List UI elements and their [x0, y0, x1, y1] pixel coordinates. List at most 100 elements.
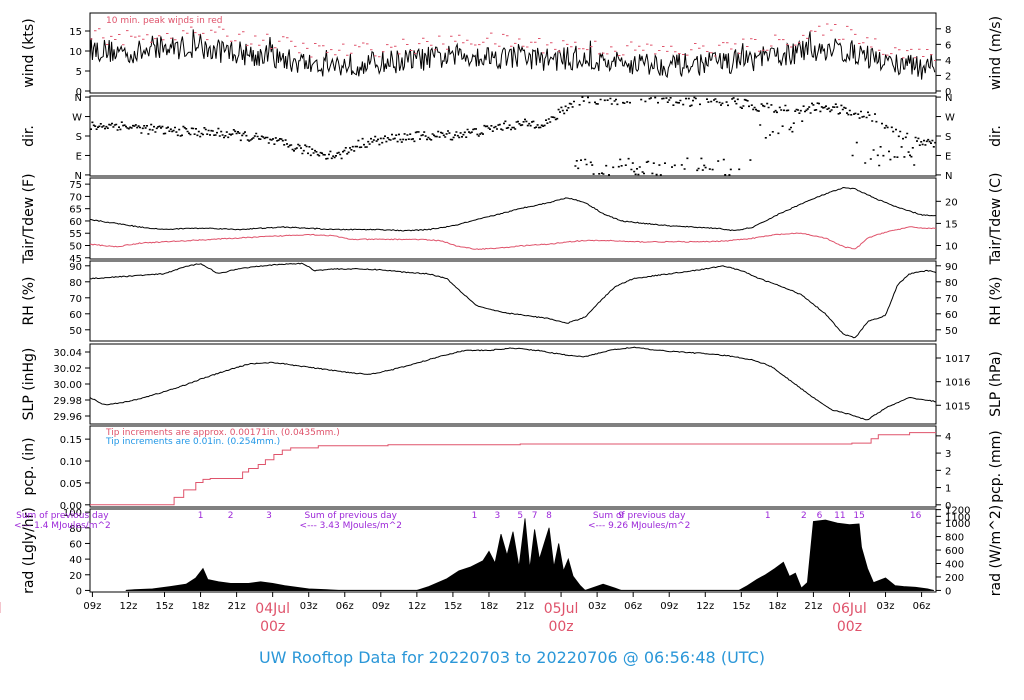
y-tick-label: 10: [69, 47, 82, 58]
y-tick-label: 45: [69, 254, 82, 265]
y-tick-label: 15: [69, 27, 82, 38]
annotation-tip-exact: Tip increments are 0.01in. (0.254mm.): [105, 437, 280, 447]
annotation-daily-sum: Sum of previous day: [16, 511, 109, 521]
y-tick-label: 20: [69, 571, 82, 582]
y-tick-label-right: S: [945, 132, 951, 143]
y-axis-label: wind (kts): [21, 18, 37, 87]
x-tick-label: 18z: [480, 601, 498, 612]
y-tick-label-right: 1100: [945, 512, 970, 523]
series-line-rh: [90, 262, 936, 339]
y-tick-label-right: 60: [945, 310, 958, 321]
y-tick-label-right: 15: [945, 219, 958, 230]
x-tick-label: 15z: [732, 601, 750, 612]
plot-area: [90, 23, 936, 80]
y-tick-label: 70: [69, 294, 82, 305]
x-tick-label: 03z: [877, 601, 895, 612]
day-label-date: 03Jul: [0, 601, 2, 617]
y-tick-label: N: [75, 93, 82, 104]
y-tick-label-right: 1000: [945, 519, 970, 530]
hour-marker: 2: [801, 511, 807, 521]
y-axis-label: rad (Lgly/hr): [21, 507, 37, 594]
x-tick-label: 06z: [336, 601, 354, 612]
y-tick-label: 50: [69, 326, 82, 337]
hour-marker: 1: [472, 511, 478, 521]
day-label-hour: 00z: [548, 619, 573, 635]
y-tick-label-right: 80: [945, 278, 958, 289]
hour-marker: 3: [495, 511, 501, 521]
y-tick-label: 55: [69, 229, 82, 240]
y-tick-label-right: 1016: [945, 378, 970, 389]
y-tick-label-right: N: [945, 93, 952, 104]
panel-pcp: pcp. (in) pcp. (mm) 0.00 0.05 0.10 0.15 0 1 2 3 4 T…: [21, 425, 1004, 512]
annotation-peak-winds: 10 min. peak winds in red: [106, 16, 223, 26]
annotation-daily-sum-value: <--- 3.43 MJoules/m^2: [300, 521, 402, 531]
series-line-slp: [90, 346, 936, 421]
y-axis-label: RH (%): [21, 277, 37, 326]
x-tick-label: 21z: [804, 601, 822, 612]
x-tick-label: 09z: [660, 601, 678, 612]
day-label-hour: 00z: [260, 619, 285, 635]
y-tick-label-right: W: [945, 113, 955, 124]
plot-area: [90, 262, 936, 339]
hour-marker: 3: [266, 511, 272, 521]
y-tick-label-right: 600: [945, 546, 964, 557]
panel-wind: wind (kts) wind (m/s) 0 5 10 15 0 2 4 6 8 10 min. p…: [21, 12, 1004, 98]
x-tick-label: 06z: [624, 601, 642, 612]
y-tick-label-right: 1017: [945, 354, 970, 365]
y-tick-label-right: N: [945, 171, 952, 182]
x-tick-label: 12z: [408, 601, 426, 612]
annotation-tip-approx: Tip increments are approx. 0.00171in. (0…: [105, 428, 340, 438]
y-axis-label-right: wind (m/s): [988, 16, 1004, 90]
y-tick-label: 80: [69, 278, 82, 289]
y-tick-label: 5: [76, 67, 82, 78]
y-tick-label: 0.05: [60, 479, 82, 490]
y-tick-label-right: 400: [945, 559, 964, 570]
y-tick-label: 40: [69, 555, 82, 566]
hour-marker: 1: [198, 511, 204, 521]
plot-area: [90, 96, 936, 176]
hour-marker: 2: [228, 511, 234, 521]
y-tick-label: 30.00: [53, 380, 82, 391]
annotation-daily-sum-value: <--- 9.26 MJoules/m^2: [588, 521, 690, 531]
x-tick-label: 18z: [768, 601, 786, 612]
y-tick-label: 0: [76, 586, 82, 597]
y-axis-label: dir.: [21, 125, 37, 147]
plot-area: [90, 432, 936, 506]
y-tick-label-right: 70: [945, 294, 958, 305]
x-tick-label: 12z: [119, 601, 137, 612]
panel-slp: SLP (inHg) SLP (hPa) 29.96 29.98 30.00 30.02 3…: [21, 343, 1004, 425]
y-axis-label-right: pcp. (mm): [988, 430, 1004, 503]
y-tick-label-right: 800: [945, 533, 964, 544]
y-tick-label: 70: [69, 192, 82, 203]
x-tick-label: 12z: [696, 601, 714, 612]
y-tick-label-right: 50: [945, 326, 958, 337]
x-tick-label: 21z: [228, 601, 246, 612]
y-axis-label-right: rad (W/m^2): [988, 505, 1004, 596]
y-tick-label: 0.00: [60, 501, 82, 512]
day-label-date: 06Jul: [832, 601, 867, 617]
y-tick-label-right: 8: [945, 25, 951, 36]
hour-marker: 16: [910, 511, 922, 521]
y-tick-label: 30.04: [53, 348, 82, 359]
y-tick-label: 0: [76, 87, 82, 98]
y-tick-label: 60: [69, 310, 82, 321]
y-tick-label-right: 6: [945, 40, 951, 51]
plot-area: [90, 186, 936, 251]
y-tick-label-right: 0: [945, 87, 951, 98]
panel-frame: [89, 177, 937, 260]
hour-marker: 11: [834, 511, 845, 521]
y-tick-label: E: [76, 151, 82, 162]
series-wind-direction: [90, 96, 936, 176]
y-tick-label: 90: [69, 262, 82, 273]
y-tick-label: 30.02: [53, 364, 82, 375]
x-tick-label: 09z: [83, 601, 101, 612]
y-tick-label: 75: [69, 180, 82, 191]
y-axis-label-right: dir.: [988, 125, 1004, 147]
y-tick-label-right: 2: [945, 71, 951, 82]
y-tick-label: 0.15: [60, 435, 82, 446]
panel-rh: RH (%) RH (%) 50 60 70 80 90 50 60 70 80 90: [21, 260, 1004, 342]
y-tick-label: 50: [69, 242, 82, 253]
